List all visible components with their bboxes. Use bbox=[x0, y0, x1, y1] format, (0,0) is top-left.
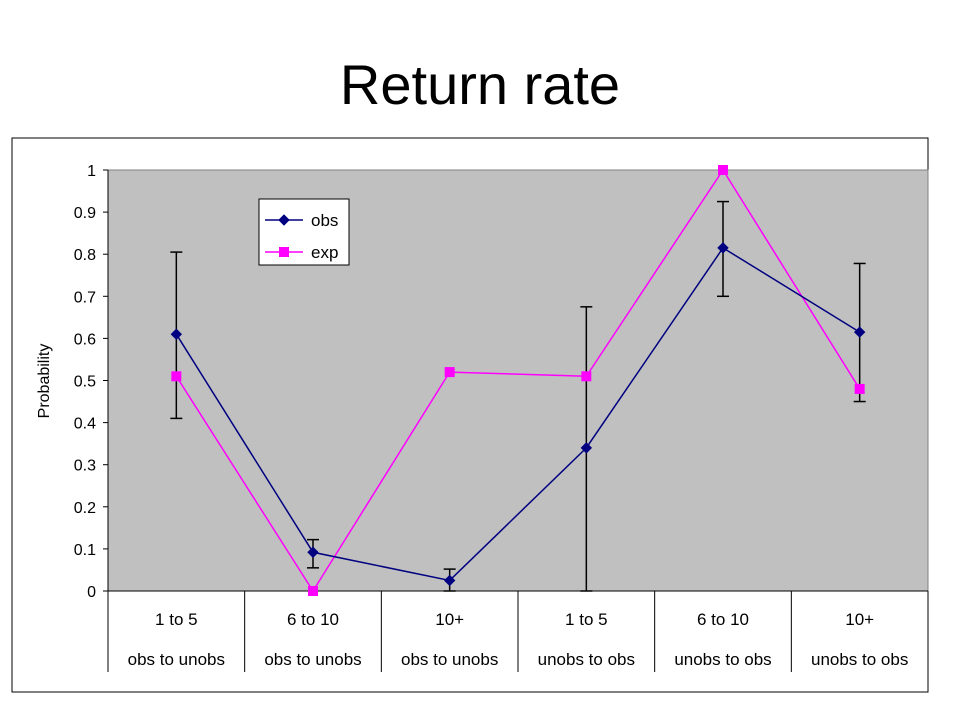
series-line-obs bbox=[175, 246, 861, 582]
plot-area bbox=[107, 169, 929, 592]
legend-box bbox=[258, 198, 350, 266]
y-tick-label: 0.9 bbox=[74, 205, 96, 222]
x-group-label: unobs to obs bbox=[538, 650, 635, 669]
x-tick-label: 6 to 10 bbox=[287, 610, 339, 629]
y-tick-label: 0.6 bbox=[74, 331, 96, 348]
y-tick-label: 0.4 bbox=[74, 416, 96, 433]
legend-marker-obs bbox=[278, 214, 290, 226]
x-group-label: obs to unobs bbox=[401, 650, 498, 669]
x-tick-label: 1 to 5 bbox=[565, 610, 608, 629]
y-tick-label: 1 bbox=[87, 163, 96, 180]
legend-label-obs: obs bbox=[311, 211, 338, 230]
x-tick-label: 10+ bbox=[845, 610, 874, 629]
legend-marker-exp bbox=[279, 247, 289, 257]
data-point-obs bbox=[853, 326, 866, 338]
y-tick-label: 0.1 bbox=[74, 542, 96, 559]
data-point-obs bbox=[443, 574, 456, 587]
data-point-obs bbox=[580, 442, 593, 454]
data-point-exp bbox=[308, 586, 318, 596]
data-point-exp bbox=[854, 383, 865, 394]
series-layer bbox=[170, 165, 866, 596]
y-tick-label: 0.2 bbox=[74, 500, 96, 517]
data-point-exp bbox=[718, 165, 728, 175]
x-group-label: obs to unobs bbox=[128, 650, 225, 669]
data-point-obs bbox=[170, 328, 183, 340]
x-tick-label: 1 to 5 bbox=[155, 610, 198, 629]
y-tick-label: 0.8 bbox=[74, 247, 96, 264]
slide-title: Return rate bbox=[339, 53, 621, 116]
data-point-obs bbox=[717, 242, 729, 254]
data-point-obs bbox=[307, 546, 319, 558]
series-line-exp bbox=[175, 168, 861, 593]
y-tick-label: 0.7 bbox=[74, 289, 96, 306]
y-axis-title: Probability bbox=[36, 344, 53, 419]
x-tick-label: 10+ bbox=[435, 610, 464, 629]
y-tick-label: 0.3 bbox=[74, 458, 96, 475]
x-tick-label: 6 to 10 bbox=[697, 610, 749, 629]
data-point-exp bbox=[444, 367, 455, 378]
y-tick-label: 0.5 bbox=[74, 374, 96, 391]
x-axis: 1 to 5 obs to unobs 6 to 10 obs to unobs 10+… bbox=[107, 590, 929, 672]
x-group-label: unobs to obs bbox=[811, 650, 908, 669]
x-group-label: obs to unobs bbox=[264, 650, 361, 669]
y-tick-label: 0 bbox=[87, 584, 96, 601]
data-point-exp bbox=[171, 371, 182, 382]
legend-label-exp: exp bbox=[311, 243, 338, 262]
y-axis: 0 0.1 0.2 0.3 0.4 0.5 0.6 0.7 0.8 0.9 1 bbox=[74, 163, 109, 601]
data-point-exp bbox=[581, 371, 592, 382]
x-group-label: unobs to obs bbox=[674, 650, 771, 669]
legend: obs exp bbox=[258, 198, 350, 266]
